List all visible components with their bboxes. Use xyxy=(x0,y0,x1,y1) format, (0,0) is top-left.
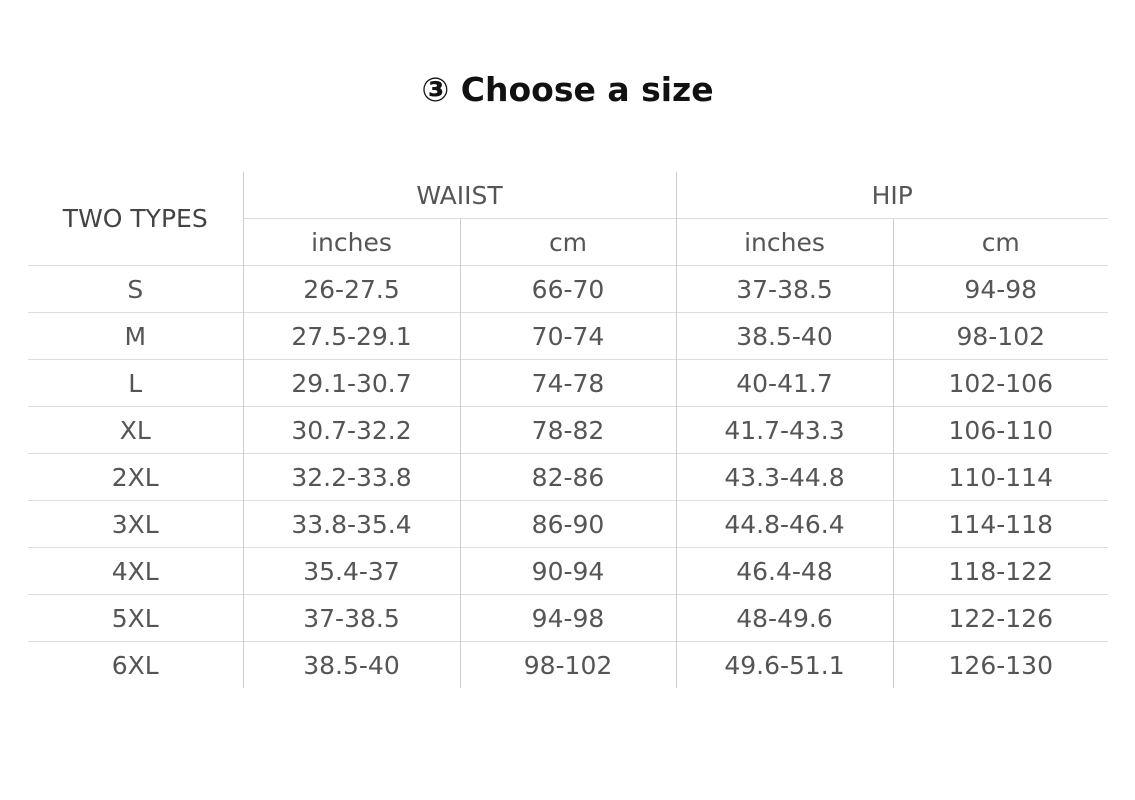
table-cell: 122-126 xyxy=(892,594,1108,642)
waist-header: WAIIST xyxy=(242,172,676,219)
table-cell: 35.4-37 xyxy=(242,547,460,595)
table-cell: 86-90 xyxy=(459,500,676,548)
table-cell: 78-82 xyxy=(459,406,676,454)
page-title: ③ Choose a size xyxy=(421,70,714,109)
table-cell: 118-122 xyxy=(892,547,1108,595)
unit-header: cm xyxy=(892,218,1108,266)
table-cell: 37-38.5 xyxy=(675,265,893,313)
unit-header: inches xyxy=(675,218,893,266)
size-label: XL xyxy=(28,406,243,454)
unit-header-row: inches cm inches cm xyxy=(28,218,1108,266)
table-cell: 102-106 xyxy=(892,359,1108,407)
table-cell: 49.6-51.1 xyxy=(675,641,893,688)
table-cell: 30.7-32.2 xyxy=(242,406,460,454)
table-cell: 114-118 xyxy=(892,500,1108,548)
table-row: L 29.1-30.7 74-78 40-41.7 102-106 xyxy=(28,359,1108,407)
table-cell: 33.8-35.4 xyxy=(242,500,460,548)
table-cell: 82-86 xyxy=(459,453,676,501)
table-row: 5XL 37-38.5 94-98 48-49.6 122-126 xyxy=(28,594,1108,642)
table-cell: 29.1-30.7 xyxy=(242,359,460,407)
size-label: L xyxy=(28,359,243,407)
table-cell: 27.5-29.1 xyxy=(242,312,460,360)
size-label: M xyxy=(28,312,243,360)
table-cell: 70-74 xyxy=(459,312,676,360)
table-cell: 126-130 xyxy=(892,641,1108,688)
table-cell: 94-98 xyxy=(459,594,676,642)
table-row: M 27.5-29.1 70-74 38.5-40 98-102 xyxy=(28,312,1108,360)
table-cell: 90-94 xyxy=(459,547,676,595)
table-cell: 98-102 xyxy=(459,641,676,688)
table-cell: 26-27.5 xyxy=(242,265,460,313)
corner-header: TWO TYPES xyxy=(62,204,208,233)
table-row: 4XL 35.4-37 90-94 46.4-48 118-122 xyxy=(28,547,1108,595)
table-cell: 41.7-43.3 xyxy=(675,406,893,454)
size-label: S xyxy=(28,265,243,313)
table-row: S 26-27.5 66-70 37-38.5 94-98 xyxy=(28,265,1108,313)
table-cell: 38.5-40 xyxy=(242,641,460,688)
table-cell: 37-38.5 xyxy=(242,594,460,642)
table-cell: 74-78 xyxy=(459,359,676,407)
size-label: 5XL xyxy=(28,594,243,642)
table-cell: 32.2-33.8 xyxy=(242,453,460,501)
table-cell: 40-41.7 xyxy=(675,359,893,407)
table-row: XL 30.7-32.2 78-82 41.7-43.3 106-110 xyxy=(28,406,1108,454)
table-cell: 94-98 xyxy=(892,265,1108,313)
size-chart-table: TWO TYPES WAIIST HIP inches cm inches cm… xyxy=(28,172,1108,688)
table-cell: 46.4-48 xyxy=(675,547,893,595)
size-label: 6XL xyxy=(28,641,243,688)
table-cell: 106-110 xyxy=(892,406,1108,454)
size-label: 2XL xyxy=(28,453,243,501)
group-header-row: TWO TYPES WAIIST HIP xyxy=(28,172,1108,233)
table-cell: 38.5-40 xyxy=(675,312,893,360)
table-cell: 43.3-44.8 xyxy=(675,453,893,501)
table-cell: 98-102 xyxy=(892,312,1108,360)
table-row: 3XL 33.8-35.4 86-90 44.8-46.4 114-118 xyxy=(28,500,1108,548)
unit-header: cm xyxy=(459,218,676,266)
table-cell: 44.8-46.4 xyxy=(675,500,893,548)
size-label: 4XL xyxy=(28,547,243,595)
table-cell: 66-70 xyxy=(459,265,676,313)
table-row: 6XL 38.5-40 98-102 49.6-51.1 126-130 xyxy=(28,641,1108,688)
size-label: 3XL xyxy=(28,500,243,548)
table-cell: 48-49.6 xyxy=(675,594,893,642)
unit-header: inches xyxy=(242,218,460,266)
table-row: 2XL 32.2-33.8 82-86 43.3-44.8 110-114 xyxy=(28,453,1108,501)
hip-header: HIP xyxy=(675,172,1108,219)
table-cell: 110-114 xyxy=(892,453,1108,501)
